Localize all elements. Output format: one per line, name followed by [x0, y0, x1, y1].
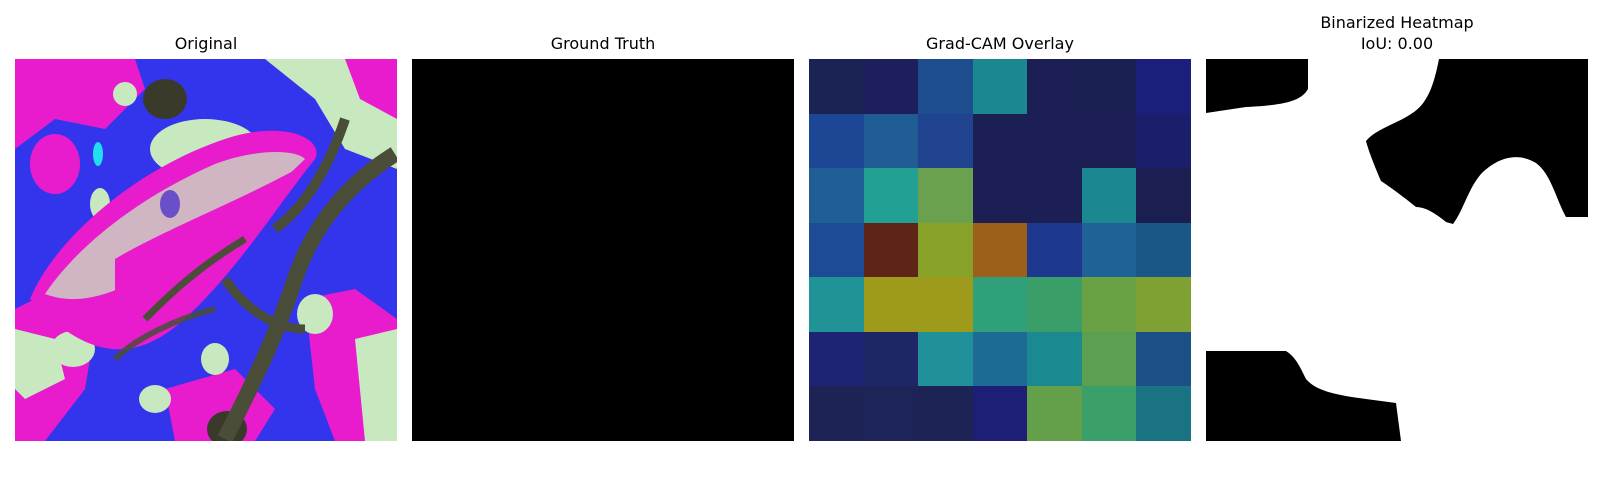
gradcam-cell [972, 331, 1028, 387]
binarized-title: Binarized Heatmap [1320, 13, 1474, 32]
gradcam-cell [809, 331, 864, 387]
gradcam-cell [1027, 222, 1082, 278]
gradcam-cell [809, 168, 864, 223]
gradcam-cell [972, 277, 1028, 332]
gradcam-cell [1027, 113, 1082, 169]
gradcam-cell [1081, 277, 1137, 332]
gradcam-cell [918, 386, 973, 441]
gradcam-cell [1136, 386, 1191, 441]
ground-truth-mask [412, 59, 794, 441]
gradcam-cell [918, 222, 973, 278]
gradcam-cell [1027, 386, 1082, 441]
gradcam-cell [863, 277, 919, 332]
gradcam-cell [1136, 168, 1191, 223]
gradcam-cell [809, 59, 864, 114]
gradcam-cell [1081, 113, 1137, 169]
gradcam-cell [972, 59, 1028, 114]
gradcam-overlay [809, 59, 1191, 441]
gradcam-grid [809, 59, 1191, 441]
gradcam-cell [972, 168, 1028, 223]
gradcam-cell [863, 113, 919, 169]
gradcam-cell [1136, 59, 1191, 114]
gradcam-cell [918, 113, 973, 169]
gradcam-cell [972, 113, 1028, 169]
gradcam-cell [1027, 59, 1082, 114]
gradcam-cell [1081, 331, 1137, 387]
gradcam-cell [809, 386, 864, 441]
gradcam-cell [1081, 386, 1137, 441]
gradcam-title: Grad-CAM Overlay [926, 34, 1074, 53]
gradcam-cell [809, 277, 864, 332]
gradcam-cell [863, 386, 919, 441]
gradcam-cell [1136, 331, 1191, 387]
gradcam-cell [1081, 59, 1137, 114]
gradcam-cell [1081, 168, 1137, 223]
gradcam-cell [972, 222, 1028, 278]
gradcam-cell [918, 168, 973, 223]
ground-truth-title: Ground Truth [550, 34, 656, 53]
gradcam-cell [1027, 331, 1082, 387]
gradcam-cell [918, 277, 973, 332]
original-image [15, 59, 397, 441]
gradcam-cell [809, 222, 864, 278]
gradcam-cell [1027, 168, 1082, 223]
gradcam-cell [1136, 113, 1191, 169]
leaf-image [15, 59, 397, 441]
gradcam-cell [1136, 222, 1191, 278]
iou-label: IoU: 0.00 [1360, 34, 1434, 53]
gradcam-cell [863, 59, 919, 114]
gradcam-cell [863, 168, 919, 223]
gradcam-cell [918, 59, 973, 114]
gradcam-cell [863, 331, 919, 387]
gradcam-cell [972, 386, 1028, 441]
original-title: Original [174, 34, 238, 53]
binarized-heatmap [1206, 59, 1588, 441]
gradcam-cell [1081, 222, 1137, 278]
gradcam-cell [1027, 277, 1082, 332]
gradcam-cell [863, 222, 919, 278]
binary-mask [1206, 59, 1588, 441]
gradcam-cell [809, 113, 864, 169]
gradcam-cell [918, 331, 973, 387]
gradcam-cell [1136, 277, 1191, 332]
